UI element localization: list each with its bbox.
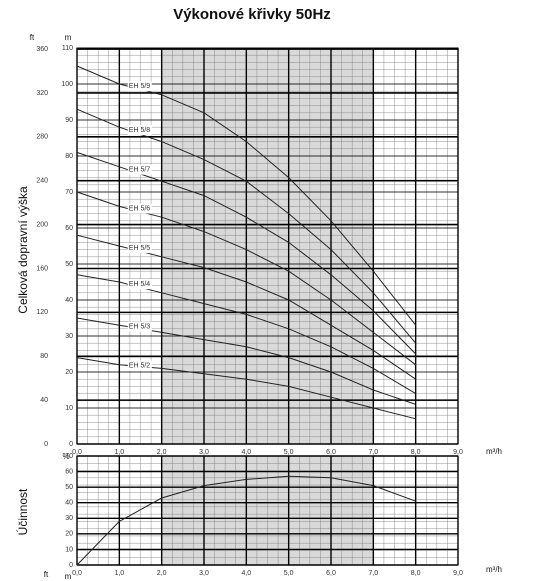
x-tick-label: 8,0 bbox=[411, 570, 421, 577]
curve-label: EH 5/2 bbox=[129, 362, 151, 369]
label-box bbox=[127, 125, 152, 136]
curve-label: EH 5/7 bbox=[129, 167, 151, 174]
y2-tick-label: 360 bbox=[36, 46, 48, 53]
label-box bbox=[127, 321, 152, 332]
y-unit: % bbox=[62, 452, 69, 461]
x-tick-label: 9,0 bbox=[453, 449, 463, 456]
y-tick-label: 20 bbox=[65, 369, 73, 376]
y-tick-label: 30 bbox=[65, 333, 73, 340]
label-box bbox=[127, 203, 152, 214]
footer-unit: m bbox=[65, 572, 72, 581]
chart-title: Výkonové křivky 50Hz bbox=[173, 6, 331, 23]
y-unit: m bbox=[65, 33, 72, 42]
x-tick-label: 5,0 bbox=[284, 449, 294, 456]
x-tick-label: 4,0 bbox=[241, 449, 251, 456]
y-tick-label: 0 bbox=[69, 562, 73, 569]
y-tick-label: 10 bbox=[65, 546, 73, 553]
y2-tick-label: 280 bbox=[36, 134, 48, 141]
y-tick-label: 70 bbox=[65, 189, 73, 196]
y-axis-label: Celková dopravní výška bbox=[16, 186, 30, 314]
y-tick-label: 50 bbox=[65, 261, 73, 268]
plot-frame bbox=[76, 47, 459, 445]
y2-tick-label: 0 bbox=[44, 441, 48, 448]
label-box bbox=[127, 279, 152, 290]
curve-label: EH 5/6 bbox=[129, 205, 151, 212]
label-box bbox=[127, 360, 152, 371]
x-tick-label: 6,0 bbox=[326, 570, 336, 577]
y-tick-label: 100 bbox=[61, 81, 73, 88]
y-tick-label: 60 bbox=[65, 468, 73, 475]
y-tick-label: 20 bbox=[65, 531, 73, 538]
x-tick-label: 8,0 bbox=[411, 449, 421, 456]
y2-tick-label: 80 bbox=[40, 353, 48, 360]
x-tick-label: 2,0 bbox=[157, 449, 167, 456]
x-tick-label: 0,0 bbox=[72, 570, 82, 577]
y-tick-label: 30 bbox=[65, 515, 73, 522]
y-tick-label: 10 bbox=[65, 405, 73, 412]
y-tick-label: 0 bbox=[69, 441, 73, 448]
curve-label: EH 5/9 bbox=[129, 83, 151, 90]
label-box bbox=[127, 81, 152, 92]
y2-tick-label: 320 bbox=[36, 90, 48, 97]
y-tick-label: 70 bbox=[65, 453, 73, 460]
y2-tick-label: 120 bbox=[36, 309, 48, 316]
curve-label: EH 5/5 bbox=[129, 245, 151, 252]
x-tick-label: 2,0 bbox=[157, 570, 167, 577]
label-box bbox=[127, 243, 152, 254]
y2-tick-label: 160 bbox=[36, 265, 48, 272]
x-tick-label: 1,0 bbox=[114, 449, 124, 456]
y-tick-label: 110 bbox=[62, 45, 73, 52]
y-axis-label: Účinnost bbox=[15, 488, 30, 535]
y-tick-label: 90 bbox=[65, 117, 73, 124]
x-tick-label: 6,0 bbox=[326, 449, 336, 456]
curve-label: EH 5/8 bbox=[129, 127, 151, 134]
label-box bbox=[127, 164, 152, 175]
x-tick-label: 1,0 bbox=[114, 570, 124, 577]
x-tick-label: 5,0 bbox=[284, 570, 294, 577]
curve-label: EH 5/3 bbox=[129, 323, 151, 330]
x-tick-label: 3,0 bbox=[199, 570, 209, 577]
y2-tick-label: 40 bbox=[40, 397, 48, 404]
x-tick-label: 3,0 bbox=[199, 449, 209, 456]
x-tick-label: 7,0 bbox=[368, 570, 378, 577]
y-tick-label: 60 bbox=[65, 225, 73, 232]
x-tick-label: 9,0 bbox=[453, 570, 463, 577]
curve-label: EH 5/4 bbox=[129, 281, 151, 288]
y-tick-label: 80 bbox=[65, 153, 73, 160]
y-tick-label: 40 bbox=[65, 500, 73, 507]
x-unit: m³/h bbox=[486, 447, 502, 456]
x-tick-label: 7,0 bbox=[368, 449, 378, 456]
y2-tick-label: 200 bbox=[36, 221, 48, 228]
x-tick-label: 0,0 bbox=[72, 449, 82, 456]
footer-unit: ft bbox=[44, 570, 49, 579]
y2-unit: ft bbox=[30, 33, 35, 42]
y-tick-label: 50 bbox=[65, 484, 73, 491]
plot-frame bbox=[76, 455, 459, 566]
y-tick-label: 40 bbox=[65, 297, 73, 304]
y2-tick-label: 240 bbox=[36, 178, 48, 185]
curve bbox=[76, 475, 416, 566]
x-unit: m³/h bbox=[486, 565, 502, 574]
x-tick-label: 4,0 bbox=[241, 570, 251, 577]
